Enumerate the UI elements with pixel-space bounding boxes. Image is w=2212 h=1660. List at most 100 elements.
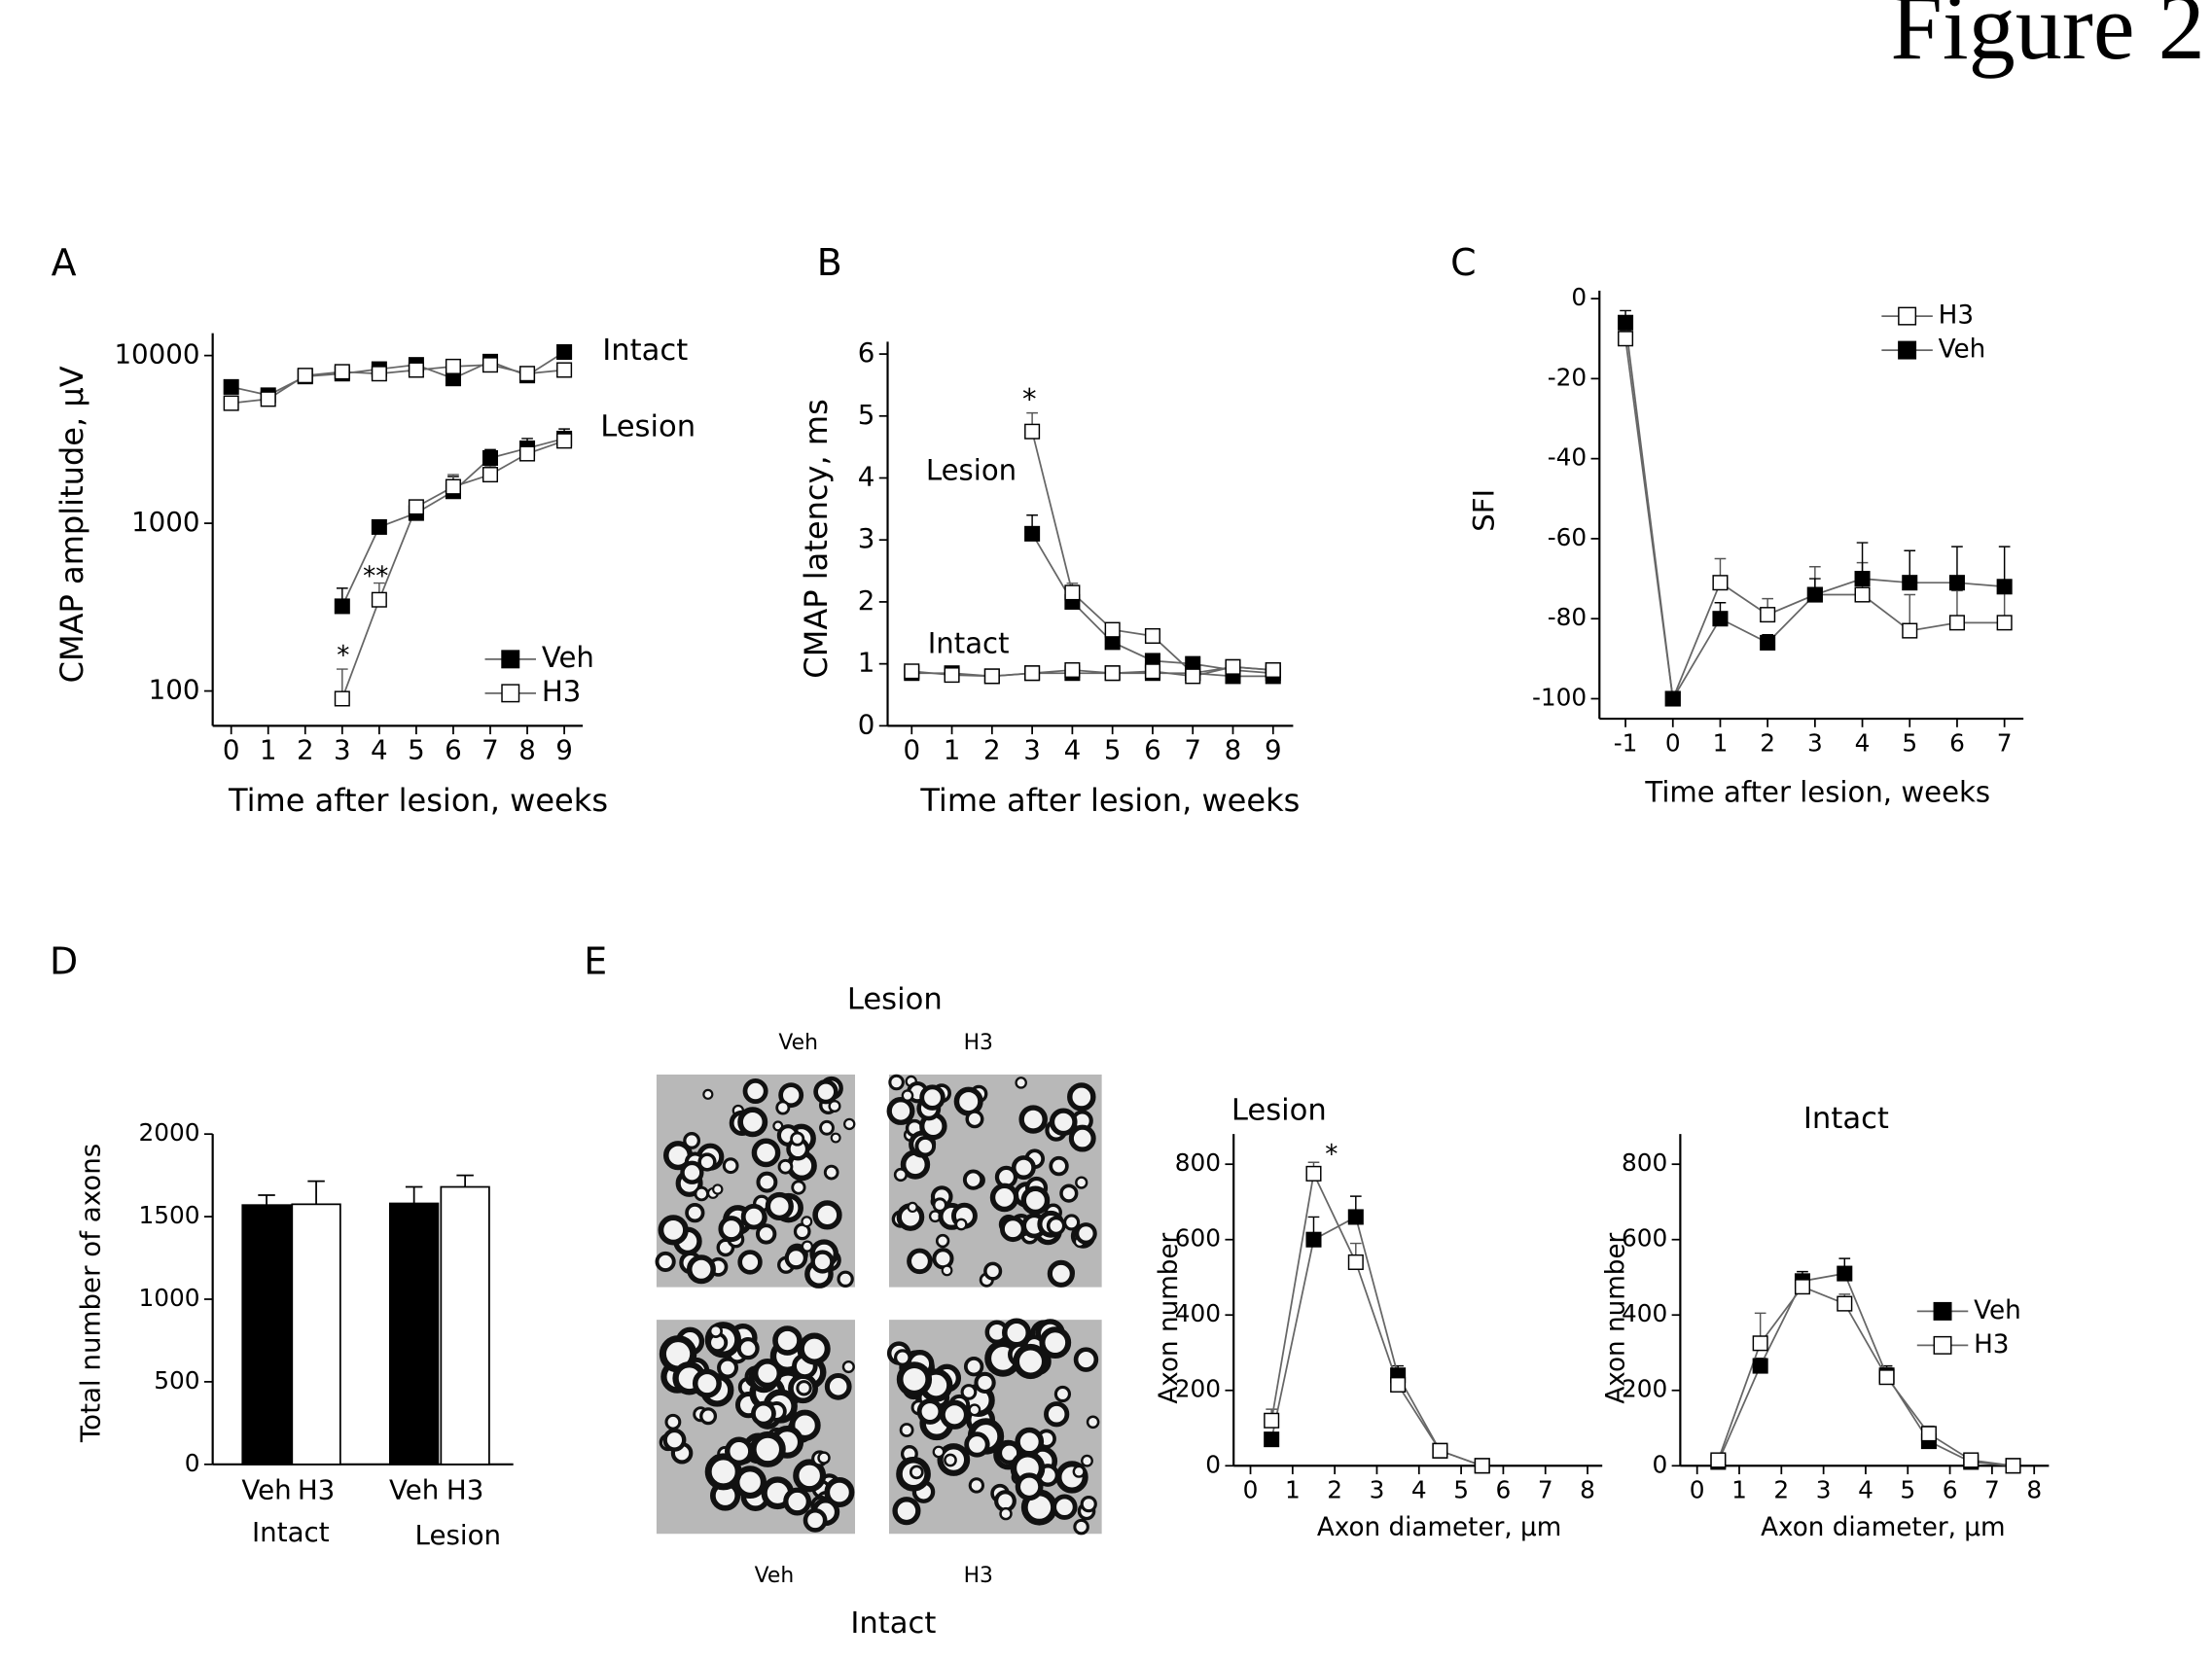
marker — [983, 668, 1000, 685]
x-tick-label: 7 — [1997, 728, 2013, 757]
axon — [1039, 1326, 1072, 1359]
x-tick-label: 0 — [903, 734, 920, 766]
x-tick-label: 6 — [1943, 1476, 1958, 1504]
axon — [893, 1167, 909, 1183]
axon — [752, 1358, 783, 1389]
x-tick-label: 5 — [1902, 728, 1917, 757]
x-tick-label: Veh — [389, 1474, 439, 1506]
marker — [2005, 1458, 2021, 1474]
axon — [888, 1074, 905, 1091]
marker — [334, 364, 350, 380]
group-label: Intact — [252, 1516, 330, 1548]
axon — [824, 1372, 852, 1400]
annotation: * — [1325, 1141, 1338, 1170]
marker — [556, 433, 573, 449]
x-tick-label: 9 — [555, 734, 573, 766]
axon — [932, 1197, 947, 1213]
axon — [1049, 1108, 1078, 1137]
micrograph-column: Veh — [778, 1031, 818, 1055]
axon — [683, 1132, 701, 1149]
axon — [812, 1200, 842, 1230]
x-tick-label: 0 — [1243, 1476, 1259, 1504]
axon — [1068, 1124, 1096, 1152]
legend-label: Veh — [1974, 1296, 2021, 1325]
axon — [886, 1097, 915, 1125]
axon — [704, 1453, 742, 1491]
marker — [1347, 1209, 1364, 1225]
axon — [914, 1135, 937, 1157]
x-tick-label: 6 — [1144, 734, 1161, 766]
y-tick-label: 0 — [858, 708, 875, 740]
x-tick-label: 2 — [1773, 1476, 1789, 1504]
annotation: Intact — [602, 334, 688, 368]
marker — [1264, 1412, 1280, 1429]
axon — [909, 1465, 924, 1480]
legend-marker — [1933, 1301, 1952, 1321]
axon — [708, 1324, 723, 1338]
y-tick-label: 5 — [858, 399, 875, 431]
axon — [1011, 1155, 1036, 1181]
y-tick-label: 200 — [1622, 1375, 1667, 1403]
x-tick-label: 4 — [1064, 734, 1082, 766]
axon — [893, 1349, 911, 1366]
axon — [919, 1084, 945, 1111]
bar — [388, 1202, 440, 1466]
x-tick-label: 3 — [1807, 728, 1823, 757]
y-tick-label: 500 — [154, 1366, 199, 1395]
marker — [482, 467, 499, 483]
axon — [953, 1086, 983, 1116]
axon — [751, 1138, 781, 1168]
annotation: Lesion — [600, 410, 696, 444]
axon — [824, 1477, 855, 1508]
axon — [801, 1216, 813, 1228]
y-tick-label: 800 — [1175, 1148, 1221, 1177]
axon — [1013, 1343, 1049, 1380]
axon — [1047, 1259, 1075, 1288]
marker — [1264, 1431, 1280, 1448]
error-bar — [405, 1185, 423, 1204]
y-tick-label: -100 — [1532, 684, 1587, 712]
axon — [907, 1201, 918, 1214]
y-tick-label: 6 — [858, 336, 875, 369]
y-tick-label: -40 — [1548, 443, 1587, 472]
axon — [1044, 1401, 1070, 1428]
x-tick-label: 1 — [1285, 1476, 1301, 1504]
error-bar — [258, 1194, 275, 1206]
legend-marker — [501, 650, 520, 669]
legend-label: H3 — [1939, 301, 1974, 331]
axon — [941, 1264, 953, 1277]
axon — [932, 1445, 945, 1459]
x-tick-label: 5 — [1453, 1476, 1469, 1504]
axon — [989, 1183, 1019, 1213]
marker — [482, 449, 499, 466]
series-line — [911, 665, 1273, 678]
y-axis-label: SFI — [1468, 489, 1501, 532]
axon — [664, 1413, 682, 1430]
group-label: Lesion — [415, 1519, 502, 1551]
marker — [519, 445, 536, 462]
x-tick-label: 2 — [297, 734, 314, 766]
x-tick-label: 5 — [408, 734, 425, 766]
axon — [1052, 1494, 1078, 1520]
marker — [1837, 1295, 1853, 1312]
y-tick-label: 2 — [858, 584, 875, 617]
axon — [680, 1160, 704, 1184]
x-tick-label: 7 — [482, 734, 499, 766]
legend-label: Veh — [1939, 336, 1986, 365]
axon — [1015, 1427, 1045, 1457]
marker — [1806, 586, 1823, 603]
axon — [756, 1171, 778, 1193]
marker — [1854, 571, 1871, 587]
axon — [1086, 1415, 1100, 1430]
y-tick-label: -20 — [1548, 363, 1587, 391]
x-tick-label: 0 — [1665, 728, 1681, 757]
x-tick-label: 8 — [1580, 1476, 1595, 1504]
marker — [223, 395, 239, 411]
x-tick-label: 1 — [1713, 728, 1729, 757]
y-tick-label: 2000 — [139, 1118, 200, 1147]
y-tick-label: 1000 — [139, 1284, 200, 1312]
axon — [964, 1431, 990, 1458]
axon — [751, 1400, 776, 1427]
x-tick-label: 3 — [1370, 1476, 1385, 1504]
